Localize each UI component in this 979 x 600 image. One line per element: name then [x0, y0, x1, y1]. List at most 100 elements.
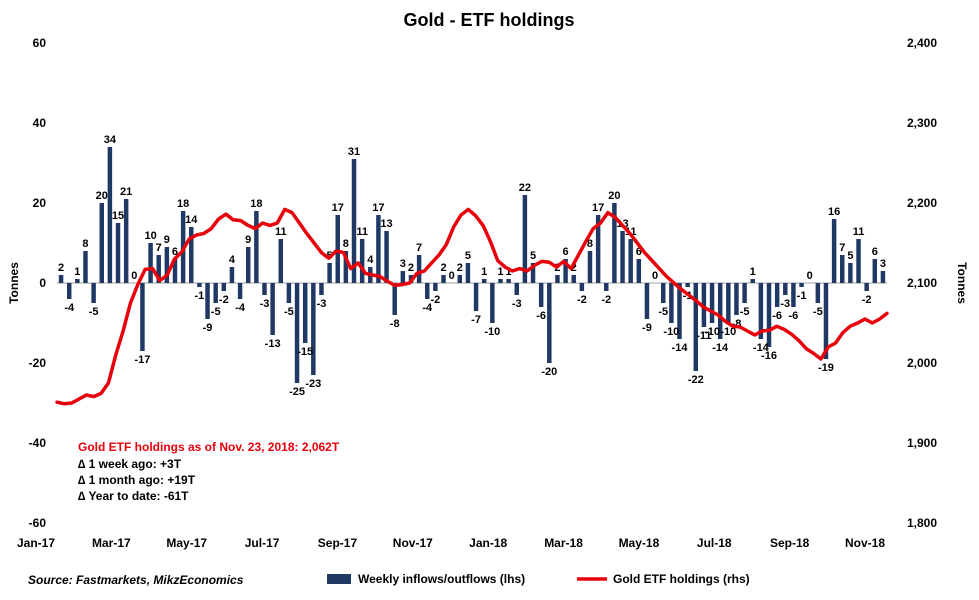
bar-value-label: 11 [853, 226, 865, 238]
bar-value-label: 4 [229, 254, 236, 266]
bar [433, 283, 438, 291]
bar-value-label: 9 [164, 234, 170, 246]
x-tick-label: Sep-18 [770, 536, 810, 550]
bar-value-label: -3 [780, 298, 790, 310]
bar-value-label: 2 [58, 262, 64, 274]
bar-value-label: 34 [104, 134, 117, 146]
bar [783, 283, 788, 295]
bar-value-label: 1 [74, 266, 80, 278]
bar [229, 267, 235, 283]
bar [799, 283, 804, 287]
right-tick-label: 1,900 [907, 436, 937, 450]
bar-series [58, 147, 886, 383]
bar-value-label: 6 [636, 246, 642, 258]
bar-value-label: -5 [813, 306, 823, 318]
bar-value-label: -2 [577, 294, 587, 306]
bar [579, 283, 585, 291]
bar-value-label: 5 [530, 250, 536, 262]
bar [660, 283, 666, 303]
bar [555, 275, 560, 283]
bar [742, 283, 747, 303]
bar-value-label: 20 [608, 190, 620, 202]
bar [604, 283, 609, 291]
bar-value-label: -16 [761, 350, 777, 362]
bar [595, 215, 601, 283]
source-note: Source: Fastmarkets, MikzEconomics [28, 573, 244, 587]
bar-value-label: -20 [541, 366, 557, 378]
x-tick-label: Jul-17 [245, 536, 280, 550]
bar-value-label: 4 [367, 254, 374, 266]
bar [644, 283, 650, 319]
bar [58, 275, 64, 283]
bar [416, 255, 422, 283]
bar [302, 283, 308, 343]
bar [197, 283, 202, 287]
left-tick-label: 60 [33, 36, 47, 50]
bar-value-label: -2 [862, 294, 872, 306]
bar [709, 283, 715, 323]
x-tick-label: Sep-17 [318, 536, 358, 550]
bar-data-labels: 2-418-5203415210-17107961814-1-9-5-24-49… [58, 134, 886, 398]
bar-value-label: -19 [818, 362, 834, 374]
bar-value-label: -1 [195, 290, 205, 302]
bar [856, 239, 861, 283]
bar [530, 263, 536, 283]
bar [766, 283, 772, 347]
bar [636, 259, 642, 283]
right-tick-label: 2,400 [907, 36, 937, 50]
bar-value-label: -5 [89, 306, 99, 318]
bar [441, 275, 446, 283]
bar [237, 283, 243, 299]
x-tick-label: Jul-18 [697, 536, 732, 550]
bar-value-label: -6 [772, 310, 782, 322]
bar [91, 283, 96, 303]
bar [221, 283, 227, 291]
bar-value-label: 17 [592, 202, 604, 214]
left-tick-label: -60 [29, 516, 47, 530]
bar-value-label: -22 [688, 374, 704, 386]
bar-value-label: 3 [400, 258, 406, 270]
bar [628, 239, 633, 283]
bar [392, 283, 397, 315]
bar-value-label: 7 [416, 242, 422, 254]
left-tick-label: -20 [29, 356, 47, 370]
right-axis-label: Tonnes [955, 262, 969, 304]
bar-value-label: -6 [536, 310, 546, 322]
bar [213, 283, 218, 303]
bar [571, 275, 576, 283]
bar [351, 159, 357, 283]
bar [872, 259, 878, 283]
bar [734, 283, 739, 315]
bar-value-label: 14 [185, 214, 198, 226]
bar-value-label: -13 [265, 338, 281, 350]
bar-value-label: 13 [380, 218, 392, 230]
annotation-box: Gold ETF holdings as of Nov. 23, 2018: 2… [78, 440, 340, 503]
bar [669, 283, 674, 323]
legend-bar-label: Weekly inflows/outflows (lhs) [358, 572, 525, 586]
bar [123, 199, 129, 283]
x-tick-label: May-18 [619, 536, 660, 550]
bar-value-label: -10 [484, 326, 500, 338]
bar-value-label: 5 [847, 250, 853, 262]
bar [612, 203, 617, 283]
bar [148, 243, 153, 283]
bar-value-label: 1 [481, 266, 487, 278]
left-tick-label: 0 [39, 276, 46, 290]
bar [880, 271, 886, 283]
bar [490, 283, 495, 323]
bar [701, 283, 707, 327]
bar [717, 283, 723, 339]
bar-value-label: -9 [642, 322, 652, 334]
bar-value-label: 2 [440, 262, 446, 274]
bar [156, 255, 161, 283]
x-axis-ticks: Jan-17 Mar-17 May-17 Jul-17 Sep-17 Nov-17 Jan-… [17, 536, 885, 550]
bar [498, 279, 503, 283]
bar-value-label: 0 [807, 270, 813, 282]
bar-value-label: 9 [245, 234, 251, 246]
bar [848, 263, 853, 283]
x-tick-label: Mar-17 [92, 536, 131, 550]
bar-value-label: -9 [203, 322, 213, 334]
bar-value-label: -2 [430, 294, 440, 306]
bar-value-label: -14 [753, 342, 770, 354]
